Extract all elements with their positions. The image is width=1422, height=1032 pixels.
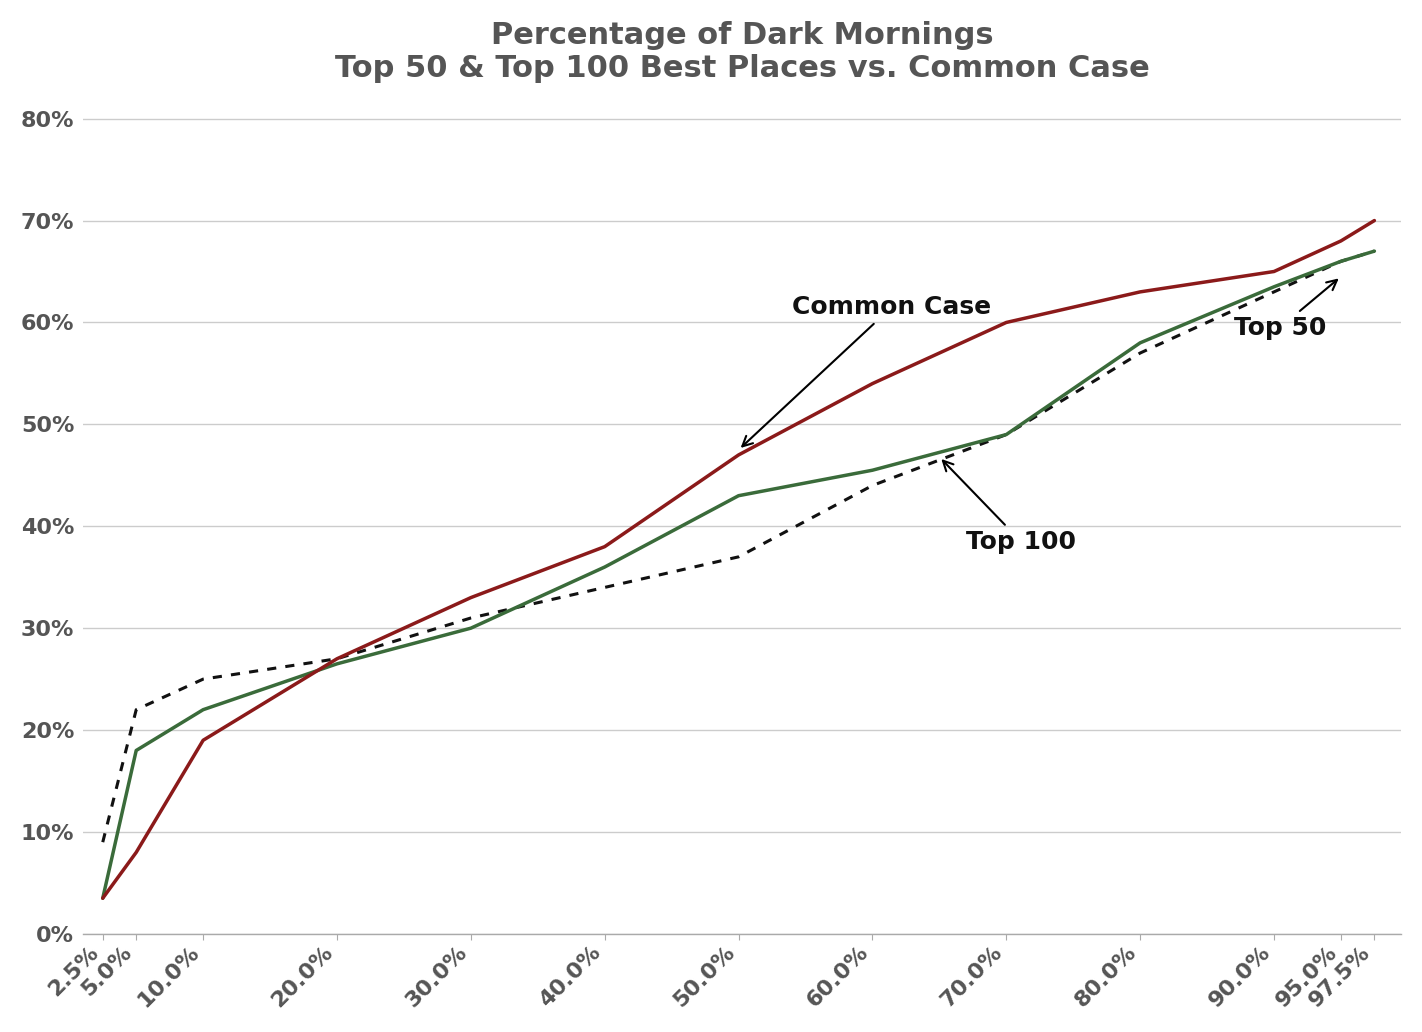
Text: Top 100: Top 100 [943,460,1076,553]
Text: Common Case: Common Case [742,295,991,447]
Title: Percentage of Dark Mornings
Top 50 & Top 100 Best Places vs. Common Case: Percentage of Dark Mornings Top 50 & Top… [334,21,1149,84]
Text: Top 50: Top 50 [1234,280,1337,340]
